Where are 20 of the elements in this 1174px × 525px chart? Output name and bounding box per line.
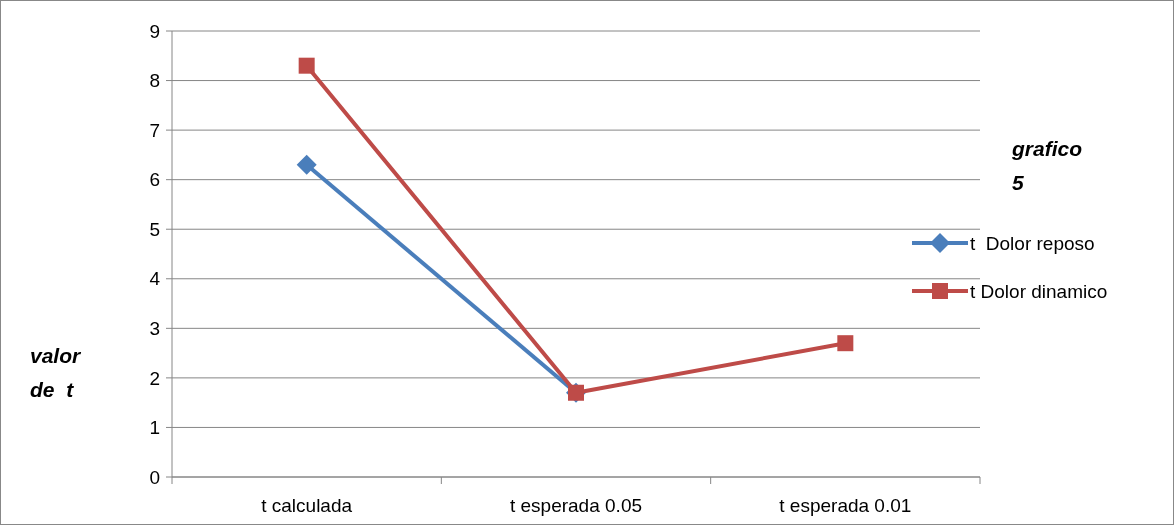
y-tick-label: 2 — [149, 367, 160, 389]
x-tick-label: t esperada 0.01 — [779, 495, 912, 516]
y-tick-label: 9 — [149, 20, 160, 42]
y-tick-label: 0 — [149, 466, 160, 488]
y-tick-label: 3 — [149, 317, 160, 339]
text: grafico 5 — [1011, 137, 1083, 194]
y-tick-label: 6 — [149, 169, 160, 191]
y-tick-label: 1 — [149, 417, 160, 439]
point — [298, 57, 315, 74]
x-tick-label: t calculada — [261, 495, 353, 516]
y-tick-label: 7 — [149, 119, 160, 141]
y-tick-label: 8 — [149, 70, 160, 92]
x-tick-label: t esperada 0.05 — [509, 495, 643, 516]
y-axis-title: valor de t — [30, 344, 83, 401]
y-tick-label: 5 — [149, 218, 160, 240]
point — [837, 335, 854, 352]
legend-label: t Dolor reposo — [970, 232, 1095, 254]
point — [296, 154, 317, 175]
y-tick-label: 4 — [149, 268, 161, 290]
legend-label: t Dolor dinamico — [970, 280, 1108, 302]
